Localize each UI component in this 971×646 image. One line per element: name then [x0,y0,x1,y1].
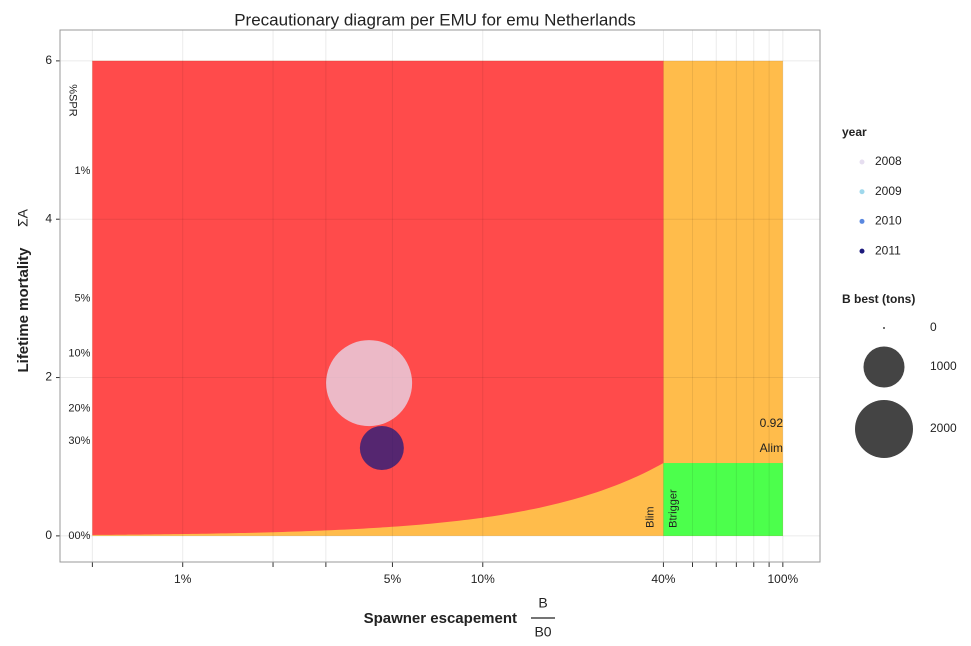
size-legend-swatch [855,400,913,458]
data-point [326,340,413,427]
legend-swatch [859,189,865,195]
size-legend-label: 2000 [930,421,957,435]
size-legend-swatch [883,327,885,329]
y-tick-label: 2 [45,370,52,384]
spr-label: 00% [68,530,90,542]
spr-label: 5% [74,292,90,304]
zone-green [663,463,783,536]
x-axis-label-num: B [538,595,547,611]
legend-swatch [859,218,865,224]
x-axis-label-den: B0 [534,624,551,640]
y-tick-label: 6 [45,53,52,67]
zone-label: Alim [760,441,783,455]
x-tick-label: 5% [384,572,402,586]
size-legend-swatch [863,346,905,388]
x-tick-label: 10% [471,572,495,586]
x-tick-label: 100% [767,572,798,586]
alim-value: 0.92 [760,416,784,430]
legend-label: 2008 [875,154,902,168]
plot-border [59,29,821,563]
spr-label: 10% [68,348,90,360]
legend-swatch [859,159,865,165]
legend-label: 2009 [875,184,902,198]
zone-label: Blim [644,506,656,527]
x-axis-label: Spawner escapement [364,610,517,627]
zone-red [92,60,664,535]
x-tick-label: 40% [651,572,675,586]
legend-label: 2011 [875,243,901,257]
size-legend-label: 1000 [930,359,957,373]
y-axis-label: Lifetime mortality [15,247,32,373]
legend-label: 2010 [875,214,902,228]
data-point [359,426,404,470]
x-tick-label: 1% [174,572,192,586]
y-tick-label: 4 [45,211,52,225]
legend-title: year [842,125,867,139]
chart-title: Precautionary diagram per EMU for emu Ne… [234,10,636,29]
spr-label: 1% [74,165,90,177]
spr-title: %SPR [66,84,78,116]
size-legend-label: 0 [930,320,937,334]
spr-label: 30% [68,435,90,447]
legend-swatch [859,248,865,254]
y-axis-symbol: ΣA [15,208,31,227]
y-tick-label: 0 [45,528,52,542]
zone-label: Btrigger [667,489,679,528]
y-axis-title: Lifetime mortality ΣA [15,208,32,372]
spr-label: 20% [68,402,90,414]
size-legend-title: B best (tons) [842,292,915,306]
